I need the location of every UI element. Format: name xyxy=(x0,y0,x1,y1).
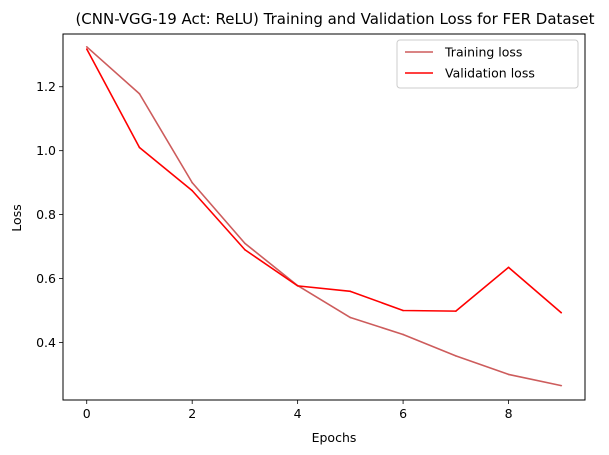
data-point xyxy=(455,310,457,312)
y-axis-label: Loss xyxy=(9,204,24,231)
y-tick-label: 0.6 xyxy=(36,271,56,286)
data-point xyxy=(85,48,88,50)
data-point xyxy=(349,290,352,293)
data-point xyxy=(507,266,510,269)
data-point xyxy=(296,285,299,287)
x-tick-label: 8 xyxy=(505,406,513,421)
data-point xyxy=(138,146,141,149)
data-point xyxy=(138,92,141,95)
data-point xyxy=(244,242,246,245)
plot-frame xyxy=(62,33,586,401)
y-tick-label: 0.4 xyxy=(36,335,56,350)
data-point xyxy=(402,309,404,312)
legend: Training loss Validation loss xyxy=(396,39,579,89)
y-axis: 0.4 0.6 0.8 1.0 1.2 xyxy=(36,79,63,350)
y-tick-label: 0.8 xyxy=(36,207,56,222)
data-point xyxy=(191,189,193,192)
data-point xyxy=(455,355,457,357)
data-point xyxy=(85,45,88,48)
data-point xyxy=(402,333,404,336)
x-tick-label: 6 xyxy=(399,406,407,421)
data-point xyxy=(560,384,563,387)
x-tick-label: 4 xyxy=(294,406,302,421)
x-axis-label: Epochs xyxy=(312,430,357,445)
data-point xyxy=(349,316,352,319)
series-line-validation-loss xyxy=(86,48,562,314)
data-point xyxy=(244,248,246,251)
y-tick-label: 1.2 xyxy=(36,79,56,94)
legend-label: Validation loss xyxy=(445,66,535,81)
y-tick-label: 1.0 xyxy=(36,143,56,158)
x-tick-label: 2 xyxy=(188,406,196,421)
legend-label: Training loss xyxy=(444,45,522,60)
data-point xyxy=(507,373,510,376)
data-point xyxy=(191,181,193,184)
data-point xyxy=(560,311,563,314)
chart-title: (CNN-VGG-19 Act: ReLU) Training and Vali… xyxy=(75,10,594,28)
series-lines xyxy=(85,45,563,387)
legend-box xyxy=(396,39,579,89)
x-axis: 0 2 4 6 8 xyxy=(83,400,513,421)
series-line-training-loss xyxy=(86,46,562,387)
x-tick-label: 0 xyxy=(83,406,91,421)
